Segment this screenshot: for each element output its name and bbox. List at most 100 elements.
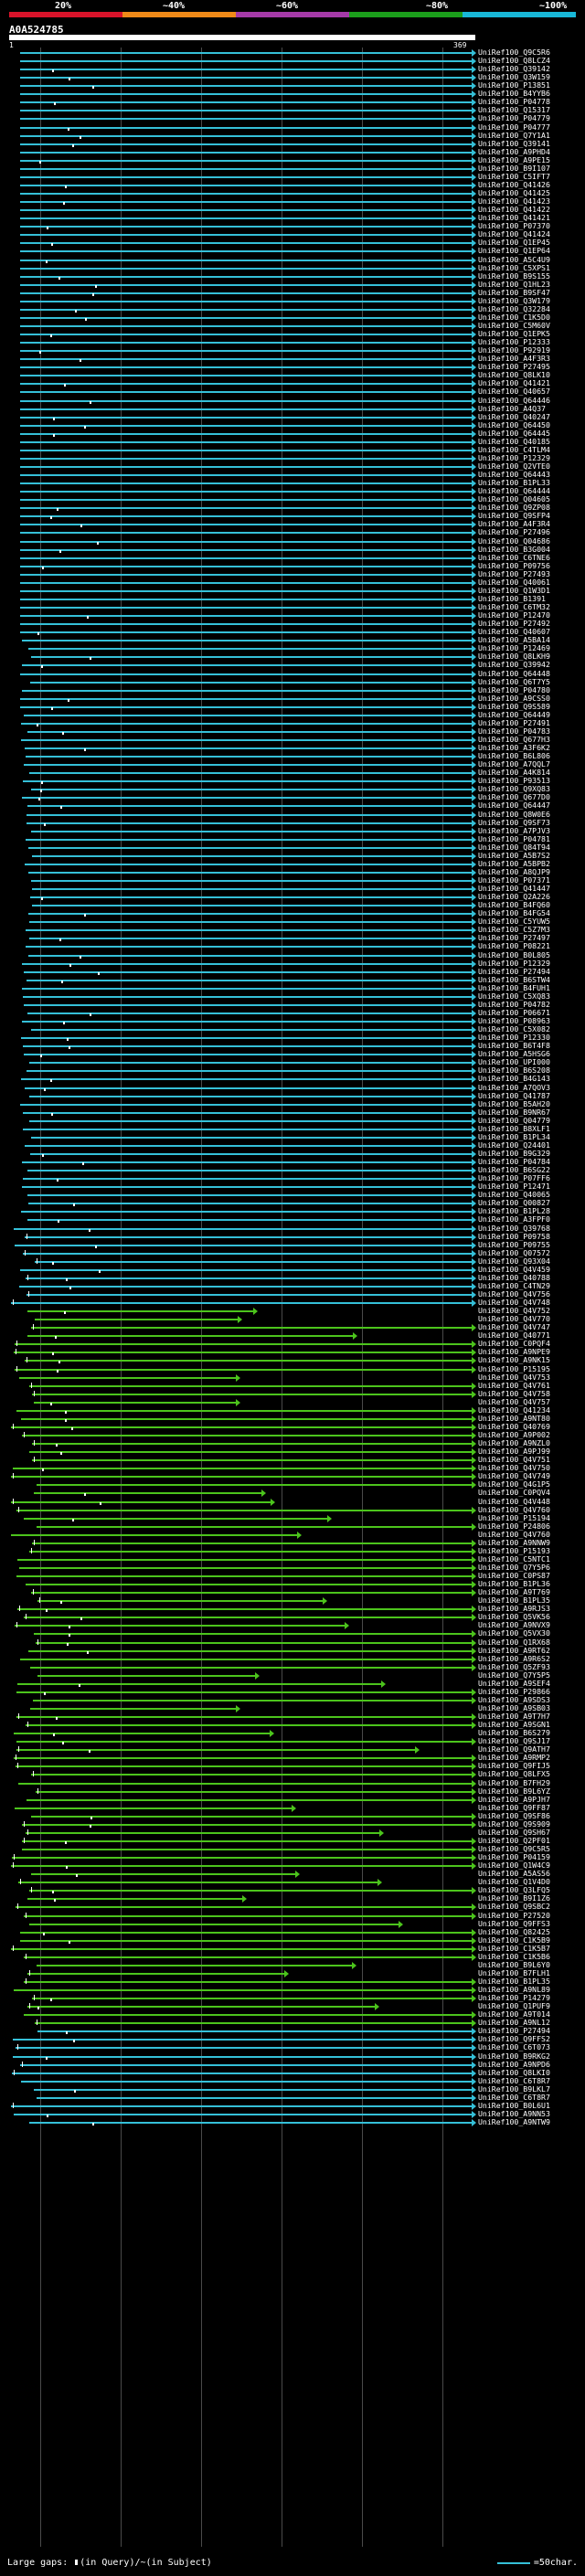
hit-alignment-bar[interactable] [17, 1682, 381, 1685]
hit-alignment-bar[interactable] [20, 259, 472, 261]
hit-alignment-bar[interactable] [21, 1417, 472, 1420]
hit-alignment-bar[interactable] [25, 1235, 472, 1238]
hit-alignment-bar[interactable] [20, 143, 472, 145]
hit-alignment-bar[interactable] [20, 118, 472, 121]
hit-alignment-bar[interactable] [17, 1608, 472, 1611]
hit-alignment-bar[interactable] [28, 913, 472, 916]
hit-accession-label[interactable]: UniRef100_Q64446 [478, 395, 550, 405]
hit-accession-label[interactable]: UniRef100_Q3W159 [478, 72, 550, 82]
hit-alignment-bar[interactable] [20, 499, 472, 502]
hit-accession-label[interactable]: UniRef100_B9I107 [478, 163, 550, 173]
hit-accession-label[interactable]: UniRef100_C5XPS1 [478, 262, 550, 272]
hit-row[interactable]: UniRef100_Q40247 [0, 412, 585, 421]
hit-accession-label[interactable]: UniRef100_A9NN53 [478, 2108, 550, 2118]
hit-row[interactable]: UniRef100_P27491 [0, 718, 585, 727]
hit-alignment-bar[interactable] [20, 705, 472, 708]
hit-row[interactable]: UniRef100_Q9ZP08 [0, 504, 585, 513]
hit-row[interactable]: UniRef100_C1K5B7 [0, 1944, 585, 1953]
hit-accession-label[interactable]: UniRef100_P27496 [478, 527, 550, 537]
hit-row[interactable]: UniRef100_Q41234 [0, 1405, 585, 1415]
hit-alignment-bar[interactable] [30, 896, 472, 899]
hit-accession-label[interactable]: UniRef100_Q8LCZ4 [478, 56, 550, 66]
hit-row[interactable]: UniRef100_A9NL12 [0, 2018, 585, 2028]
hit-alignment-bar[interactable] [27, 730, 472, 733]
hit-alignment-bar[interactable] [24, 2014, 472, 2017]
hit-alignment-bar[interactable] [22, 1161, 472, 1164]
hit-accession-label[interactable]: UniRef100_P27497 [478, 933, 550, 943]
hit-alignment-bar[interactable] [13, 2055, 472, 2058]
hit-row[interactable]: UniRef100_Q41447 [0, 884, 585, 894]
hit-alignment-bar[interactable] [22, 1849, 472, 1851]
hit-accession-label[interactable]: UniRef100_Q9C5R6 [478, 48, 550, 57]
hit-accession-label[interactable]: UniRef100_Q41234 [478, 1405, 550, 1415]
hit-row[interactable]: UniRef100_Q8LKI0 [0, 2068, 585, 2077]
hit-alignment-bar[interactable] [21, 1211, 472, 1214]
hit-alignment-bar[interactable] [24, 1956, 472, 1958]
hit-accession-label[interactable]: UniRef100_P09758 [478, 1231, 550, 1241]
hit-accession-label[interactable]: UniRef100_P12329 [478, 452, 550, 462]
hit-accession-label[interactable]: UniRef100_Q9FIJ5 [478, 1761, 550, 1771]
hit-row[interactable]: UniRef100_Q9SFP4 [0, 512, 585, 521]
hit-accession-label[interactable]: UniRef100_Q41447 [478, 884, 550, 894]
hit-row[interactable]: UniRef100_P12330 [0, 1033, 585, 1043]
hit-accession-label[interactable]: UniRef100_P06671 [478, 1007, 550, 1017]
hit-row[interactable]: UniRef100_Q9C5R6 [0, 48, 585, 57]
hit-row[interactable]: UniRef100_Q41787 [0, 1091, 585, 1100]
hit-accession-label[interactable]: UniRef100_B1PL34 [478, 1131, 550, 1141]
hit-row[interactable]: UniRef100_Q4V749 [0, 1472, 585, 1481]
hit-row[interactable]: UniRef100_A9NL89 [0, 1986, 585, 1995]
hit-accession-label[interactable]: UniRef100_Q40771 [478, 1330, 550, 1341]
hit-accession-label[interactable]: UniRef100_Q64449 [478, 709, 550, 719]
hit-alignment-bar[interactable] [27, 813, 472, 816]
hit-alignment-bar[interactable] [16, 2047, 472, 2050]
hit-row[interactable]: UniRef100_Q4V770 [0, 1315, 585, 1324]
hit-row[interactable]: UniRef100_Q4V750 [0, 1464, 585, 1473]
hit-alignment-bar[interactable] [14, 2113, 472, 2115]
hit-alignment-bar[interactable] [14, 1989, 472, 1992]
hit-row[interactable]: UniRef100_B6L806 [0, 752, 585, 761]
hit-row[interactable]: UniRef100_Q9FFS3 [0, 1919, 585, 1928]
hit-row[interactable]: UniRef100_B6S208 [0, 1065, 585, 1076]
hit-alignment-bar[interactable] [31, 1873, 295, 1876]
hit-row[interactable]: UniRef100_Q1W4C9 [0, 1861, 585, 1871]
hit-accession-label[interactable]: UniRef100_P08221 [478, 941, 550, 951]
hit-alignment-bar[interactable] [20, 457, 472, 460]
hit-row[interactable]: UniRef100_Q1RX68 [0, 1638, 585, 1647]
hit-accession-label[interactable]: UniRef100_Q41423 [478, 196, 550, 207]
hit-row[interactable]: UniRef100_P09756 [0, 561, 585, 570]
hit-accession-label[interactable]: UniRef100_P07FF6 [478, 1173, 550, 1183]
hit-accession-label[interactable]: UniRef100_C1K5D0 [478, 312, 550, 322]
hit-accession-label[interactable]: UniRef100_P15194 [478, 1512, 550, 1522]
hit-alignment-bar[interactable] [20, 217, 472, 220]
hit-row[interactable]: UniRef100_P08963 [0, 1017, 585, 1026]
hit-row[interactable]: UniRef100_P12470 [0, 611, 585, 620]
hit-accession-label[interactable]: UniRef100_P12330 [478, 1033, 550, 1043]
hit-row[interactable]: UniRef100_P24806 [0, 1521, 585, 1531]
hit-alignment-bar[interactable] [35, 1260, 472, 1263]
hit-alignment-bar[interactable] [20, 167, 472, 170]
hit-row[interactable]: UniRef100_A9RT62 [0, 1646, 585, 1655]
hit-row[interactable]: UniRef100_A9T7H7 [0, 1712, 585, 1722]
hit-accession-label[interactable]: UniRef100_B6S208 [478, 1065, 550, 1076]
hit-accession-label[interactable]: UniRef100_Q1EP45 [478, 238, 550, 248]
hit-row[interactable]: UniRef100_Q677H3 [0, 735, 585, 744]
hit-alignment-bar[interactable] [24, 970, 472, 973]
hit-alignment-bar[interactable] [30, 1666, 472, 1669]
hit-accession-label[interactable]: UniRef100_A9NL12 [478, 2018, 550, 2028]
hit-accession-label[interactable]: UniRef100_C5IFT7 [478, 171, 550, 181]
hit-row[interactable]: UniRef100_P04783 [0, 726, 585, 736]
hit-alignment-bar[interactable] [20, 52, 472, 54]
hit-alignment-bar[interactable] [20, 507, 472, 510]
hit-alignment-bar[interactable] [15, 1343, 472, 1346]
hit-row[interactable]: UniRef100_B9I1Z6 [0, 1894, 585, 1903]
hit-row[interactable]: UniRef100_Q4V753 [0, 1373, 585, 1382]
hit-alignment-bar[interactable] [12, 2072, 472, 2074]
hit-alignment-bar[interactable] [20, 565, 472, 567]
hit-accession-label[interactable]: UniRef100_Q4V752 [478, 1306, 550, 1316]
hit-accession-label[interactable]: UniRef100_Q4V459 [478, 1264, 550, 1274]
hit-row[interactable]: UniRef100_B4G143 [0, 1075, 585, 1084]
hit-alignment-bar[interactable] [19, 1566, 472, 1569]
hit-accession-label[interactable]: UniRef100_B9L6YZ [478, 1786, 550, 1796]
hit-accession-label[interactable]: UniRef100_Q6T7Y5 [478, 676, 550, 686]
hit-row[interactable]: UniRef100_A9PHD4 [0, 147, 585, 156]
